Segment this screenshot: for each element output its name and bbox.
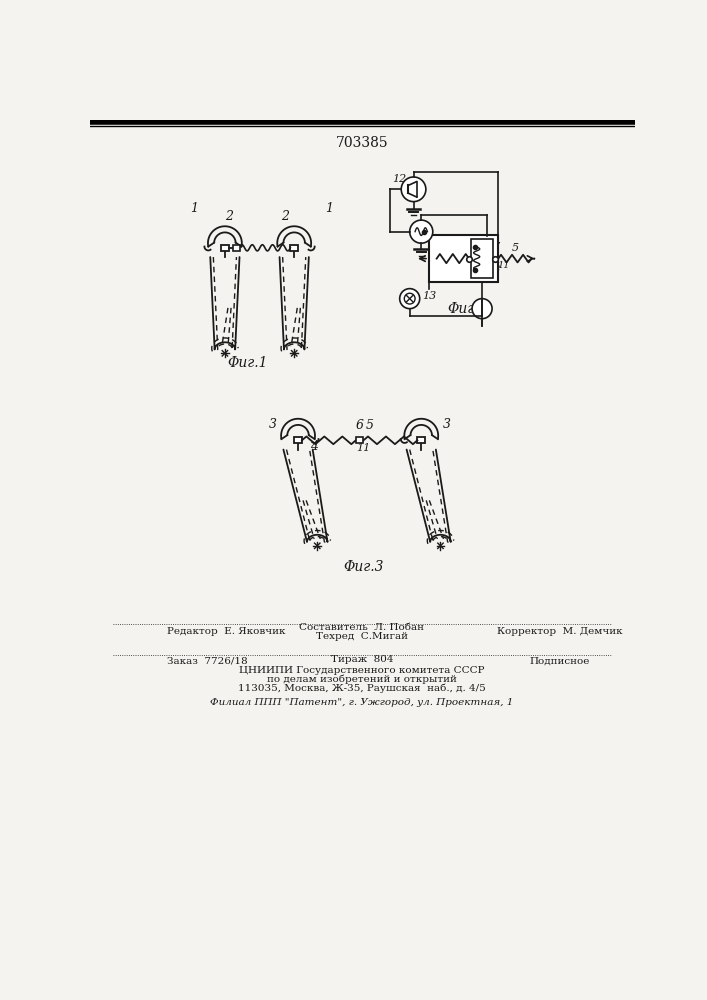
Text: 3: 3 — [443, 418, 451, 431]
Text: 5: 5 — [512, 243, 519, 253]
Text: Подписное: Подписное — [530, 657, 590, 666]
Circle shape — [402, 177, 426, 202]
Text: 10: 10 — [462, 265, 474, 274]
Text: 8: 8 — [493, 265, 500, 274]
Bar — [472, 239, 493, 278]
Bar — [356, 437, 363, 443]
Bar — [221, 245, 229, 251]
Text: 1: 1 — [190, 202, 198, 215]
Text: 6: 6 — [356, 419, 364, 432]
Text: 113035, Москва, Ж-35, Раушская  наб., д. 4/5: 113035, Москва, Ж-35, Раушская наб., д. … — [238, 684, 486, 693]
Text: 4: 4 — [310, 440, 317, 453]
Text: 4: 4 — [448, 241, 455, 251]
Circle shape — [472, 299, 492, 319]
Text: Филиал ППП "Патент", г. Ужгород, ул. Проектная, 1: Филиал ППП "Патент", г. Ужгород, ул. Про… — [210, 698, 514, 707]
Bar — [291, 245, 298, 251]
Text: 9: 9 — [462, 242, 468, 251]
Circle shape — [399, 289, 420, 309]
Text: по делам изобретений и открытий: по делам изобретений и открытий — [267, 675, 457, 684]
Text: 13: 13 — [422, 291, 436, 301]
Text: 2: 2 — [225, 210, 233, 223]
Text: Составитель  Л. Побан: Составитель Л. Побан — [300, 623, 424, 632]
Text: 7: 7 — [493, 242, 500, 251]
Text: 3: 3 — [269, 418, 276, 431]
Text: 2: 2 — [281, 210, 289, 223]
Text: Тираж  804: Тираж 804 — [331, 655, 393, 664]
Text: Заказ  7726/18: Заказ 7726/18 — [167, 657, 247, 666]
Text: Φиг.2: Φиг.2 — [448, 302, 488, 316]
Text: 703385: 703385 — [336, 136, 388, 150]
Text: Техред  С.Мигай: Техред С.Мигай — [316, 632, 408, 641]
Text: Корректор  М. Демчик: Корректор М. Демчик — [497, 627, 623, 636]
Text: 11: 11 — [356, 443, 370, 453]
Text: 12: 12 — [392, 174, 407, 184]
Text: Φиг.3: Φиг.3 — [343, 560, 384, 574]
Bar — [429, 235, 498, 282]
Text: +: + — [479, 301, 491, 315]
Text: 11: 11 — [498, 261, 510, 270]
Text: 5: 5 — [366, 419, 374, 432]
Text: 1: 1 — [325, 202, 333, 215]
Text: 6: 6 — [456, 268, 463, 278]
Circle shape — [409, 220, 433, 243]
Text: ЦНИИПИ Государственного комитета СССР: ЦНИИПИ Государственного комитета СССР — [239, 666, 485, 675]
Bar — [294, 437, 302, 443]
Text: Редактор  Е. Яковчик: Редактор Е. Яковчик — [167, 627, 286, 636]
Text: Φиг.1: Φиг.1 — [228, 356, 268, 370]
Bar — [417, 437, 425, 443]
Bar — [233, 245, 240, 251]
